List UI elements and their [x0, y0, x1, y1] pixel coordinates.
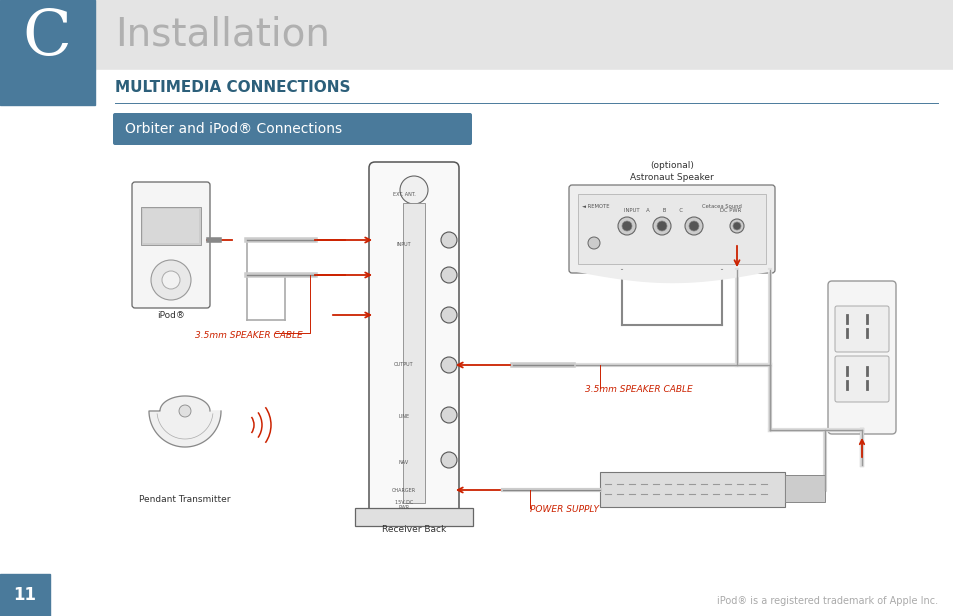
- Text: 15V DC
PWR: 15V DC PWR: [395, 500, 413, 511]
- Text: ◄ REMOTE: ◄ REMOTE: [581, 203, 609, 208]
- Text: Astronaut Speaker: Astronaut Speaker: [630, 174, 713, 182]
- FancyBboxPatch shape: [834, 306, 888, 352]
- Circle shape: [684, 217, 702, 235]
- Text: OUTPUT: OUTPUT: [394, 362, 414, 368]
- Circle shape: [657, 221, 666, 231]
- Text: C: C: [23, 7, 71, 68]
- Bar: [599, 472, 784, 507]
- Circle shape: [440, 357, 456, 373]
- FancyBboxPatch shape: [568, 185, 774, 273]
- Text: iPod®: iPod®: [157, 310, 185, 320]
- Text: LINE: LINE: [398, 413, 409, 418]
- Circle shape: [688, 221, 699, 231]
- Circle shape: [440, 452, 456, 468]
- Bar: [143, 209, 199, 243]
- Text: Orbiter and iPod® Connections: Orbiter and iPod® Connections: [125, 122, 342, 136]
- FancyBboxPatch shape: [112, 113, 472, 145]
- FancyBboxPatch shape: [132, 182, 210, 308]
- Circle shape: [621, 221, 631, 231]
- FancyBboxPatch shape: [369, 162, 458, 524]
- Circle shape: [151, 260, 191, 300]
- Bar: [402, 203, 424, 503]
- Circle shape: [587, 237, 599, 249]
- Bar: [0, 574, 50, 616]
- Bar: [0, 70, 953, 105]
- Text: (optional): (optional): [649, 161, 693, 171]
- Text: Pendant Transmitter: Pendant Transmitter: [139, 495, 231, 505]
- Text: DC PWR: DC PWR: [720, 208, 740, 213]
- Bar: [784, 475, 824, 502]
- Circle shape: [618, 217, 636, 235]
- Text: CHARGER: CHARGER: [392, 487, 416, 493]
- Circle shape: [440, 307, 456, 323]
- Bar: [0, 0, 953, 70]
- Circle shape: [732, 222, 740, 230]
- Text: 11: 11: [13, 586, 36, 604]
- Text: POWER SUPPLY: POWER SUPPLY: [530, 506, 598, 514]
- Circle shape: [179, 405, 191, 417]
- Text: Cetacea Sound: Cetacea Sound: [701, 203, 741, 208]
- Bar: [355, 508, 473, 526]
- Circle shape: [652, 217, 670, 235]
- Circle shape: [440, 267, 456, 283]
- Circle shape: [162, 271, 180, 289]
- Text: Installation: Installation: [115, 16, 330, 54]
- Bar: [141, 207, 201, 245]
- Bar: [0, 0, 95, 70]
- FancyBboxPatch shape: [827, 281, 895, 434]
- Text: NAV: NAV: [398, 460, 409, 464]
- Text: INPUT    A        B        C: INPUT A B C: [623, 208, 682, 213]
- FancyBboxPatch shape: [834, 356, 888, 402]
- Text: iPod® is a registered trademark of Apple Inc.: iPod® is a registered trademark of Apple…: [716, 596, 937, 606]
- Text: EXT. ANT.: EXT. ANT.: [393, 192, 415, 198]
- Text: 3.5mm SPEAKER CABLE: 3.5mm SPEAKER CABLE: [584, 386, 692, 394]
- Circle shape: [440, 232, 456, 248]
- Bar: [0, 70, 95, 105]
- Bar: [578, 194, 765, 264]
- Text: Receiver Back: Receiver Back: [381, 525, 446, 535]
- Text: MULTIMEDIA CONNECTIONS: MULTIMEDIA CONNECTIONS: [115, 81, 350, 95]
- Circle shape: [729, 219, 743, 233]
- Text: 3.5mm SPEAKER CABLE: 3.5mm SPEAKER CABLE: [194, 331, 302, 339]
- Circle shape: [399, 176, 428, 204]
- Polygon shape: [149, 396, 221, 447]
- Text: INPUT: INPUT: [396, 241, 411, 246]
- Circle shape: [440, 407, 456, 423]
